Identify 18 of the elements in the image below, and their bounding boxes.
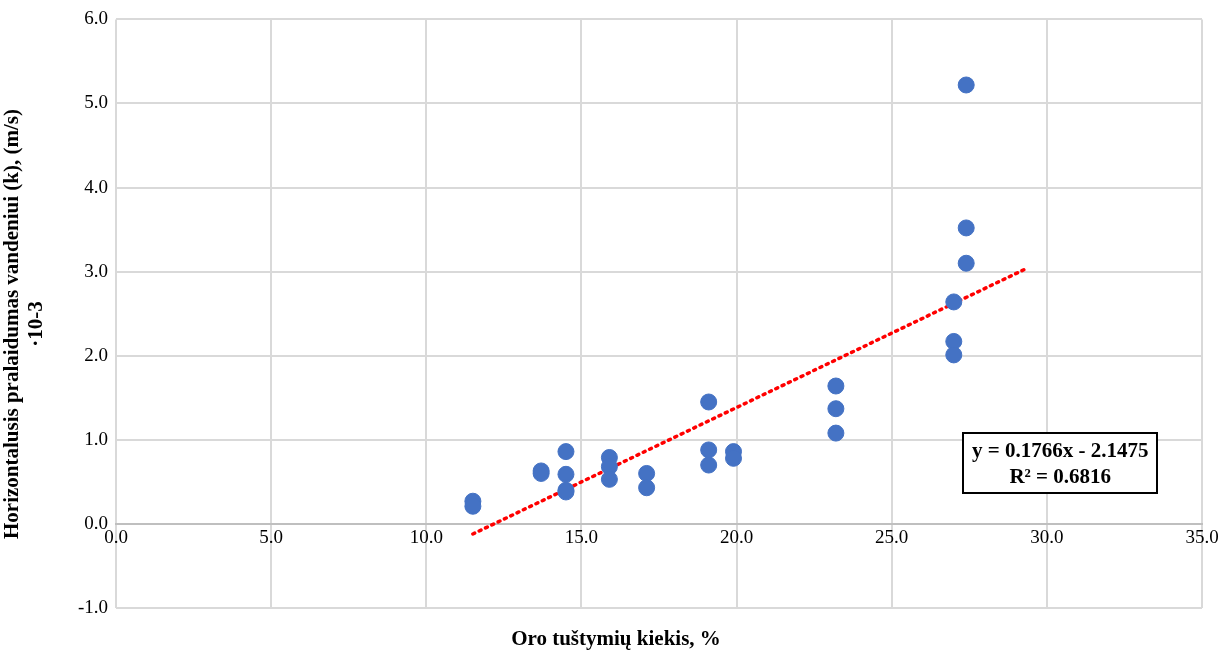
x-tick-label: 10.0 <box>409 526 443 548</box>
x-tick-label: 5.0 <box>259 526 284 548</box>
annotation: R² = 0.6816 <box>1008 463 1113 489</box>
y-axis-title: Horizontalusis pralaidumas vandeniui (k), (m/s) ·10-3 <box>0 109 47 539</box>
y-tick-label: 4.0 <box>84 175 109 197</box>
x-axis-title: Oro tuštymių kiekis, % <box>510 626 722 651</box>
y-tick-label: 2.0 <box>84 343 109 365</box>
x-tick-label: 25.0 <box>875 526 909 548</box>
y-tick-label: -1.0 <box>78 595 109 617</box>
y-tick-label: 3.0 <box>84 259 109 281</box>
y-tick-label: 1.0 <box>84 427 109 449</box>
x-tick-label: 35.0 <box>1185 526 1219 548</box>
x-tick-label: 20.0 <box>719 526 754 548</box>
x-tick-label: 30.0 <box>1030 526 1064 548</box>
y-tick-label: 6.0 <box>84 7 109 29</box>
annotation: y = 0.1766x - 2.1475 <box>972 437 1149 463</box>
x-tick-label: 15.0 <box>564 526 599 548</box>
y-tick-label: 5.0 <box>84 91 109 113</box>
